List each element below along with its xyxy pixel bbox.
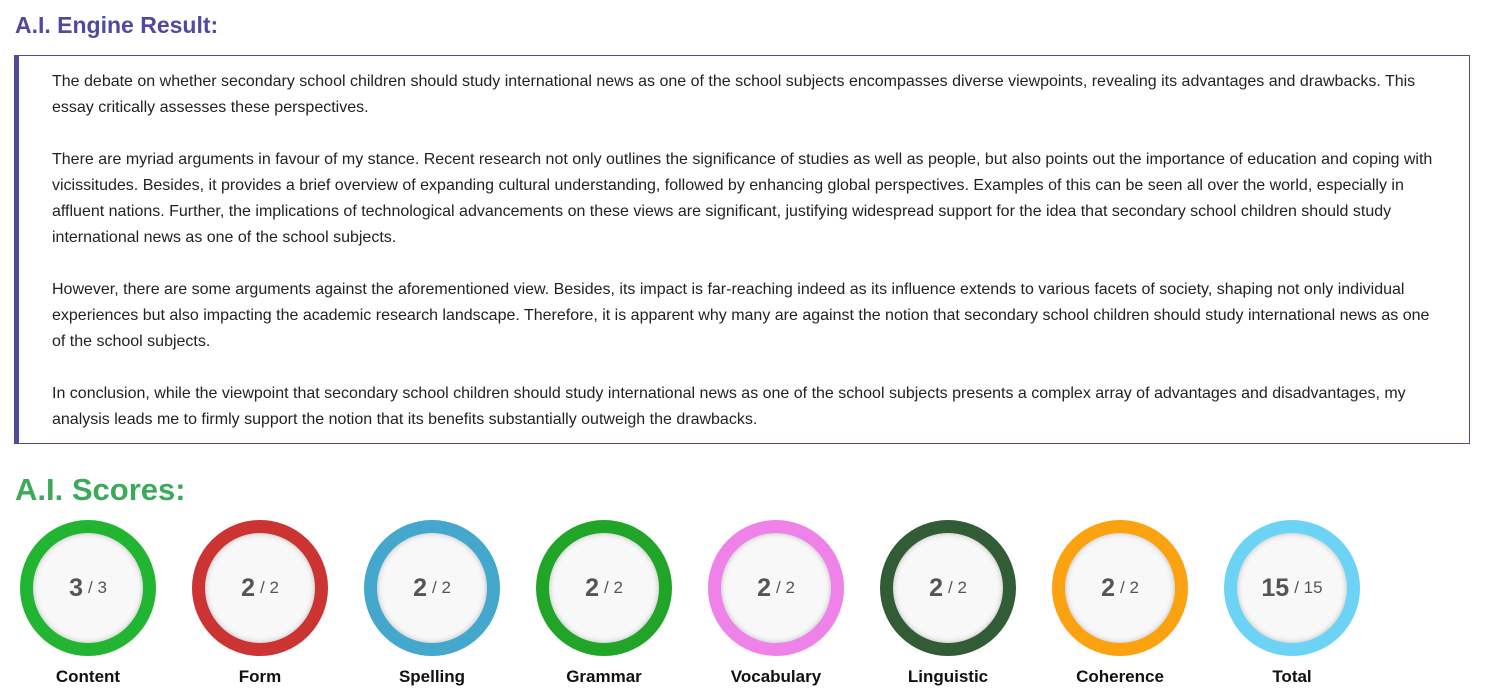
- score-item: 2/ 2 Spelling: [364, 520, 500, 687]
- score-ring: 15/ 15: [1224, 520, 1360, 656]
- essay-paragraph: The debate on whether secondary school c…: [52, 73, 1416, 116]
- score-max-value: 2: [441, 578, 451, 597]
- score-label: Coherence: [1076, 667, 1164, 686]
- score-value: 2: [413, 573, 427, 602]
- score-item: 2/ 2 Linguistic: [880, 520, 1016, 687]
- score-value: 2: [929, 573, 943, 602]
- score-max: / 2: [604, 578, 623, 598]
- score-separator: /: [1294, 578, 1299, 597]
- essay-paragraph: In conclusion, while the viewpoint that …: [52, 385, 1406, 428]
- score-max: / 2: [432, 578, 451, 598]
- score-ring: 2/ 2: [708, 520, 844, 656]
- score-label: Spelling: [398, 667, 466, 686]
- score-separator: /: [259, 578, 265, 597]
- score-value: 2: [585, 573, 599, 602]
- score-max: / 2: [1120, 578, 1139, 598]
- score-label: Grammar: [566, 667, 642, 686]
- score-separator: /: [1119, 578, 1125, 597]
- score-max: / 2: [948, 578, 967, 598]
- score-separator: /: [947, 578, 953, 597]
- score-max: / 2: [776, 578, 795, 598]
- score-ring: 2/ 2: [1052, 520, 1188, 656]
- score-max-value: 3: [97, 578, 107, 597]
- score-separator: /: [431, 578, 437, 597]
- essay-paragraph: However, there are some arguments agains…: [52, 281, 1430, 350]
- score-ring: 2/ 2: [536, 520, 672, 656]
- score-value: 15: [1261, 573, 1290, 602]
- score-max-value: 2: [785, 578, 795, 597]
- score-separator: /: [603, 578, 609, 597]
- engine-title: A.I. Engine Result:: [15, 12, 219, 38]
- score-item: 3/ 3 Content: [20, 520, 156, 687]
- score-ring: 2/ 2: [192, 520, 328, 656]
- score-separator: /: [87, 578, 93, 597]
- score-ring: 3/ 3: [20, 520, 156, 656]
- scores-title: A.I. Scores:: [15, 472, 186, 507]
- score-separator: /: [775, 578, 781, 597]
- score-max-value: 2: [957, 578, 967, 597]
- score-label: Content: [55, 667, 121, 686]
- score-value: 3: [69, 573, 83, 602]
- score-value: 2: [1101, 573, 1115, 602]
- score-ring: 2/ 2: [880, 520, 1016, 656]
- score-max: / 3: [88, 578, 107, 598]
- score-label: Linguistic: [907, 667, 989, 686]
- score-max-value: 2: [1129, 578, 1139, 597]
- score-label: Total: [1272, 667, 1312, 686]
- score-label: Form: [238, 667, 282, 686]
- score-item: 2/ 2 Coherence: [1052, 520, 1188, 687]
- score-max-value: 2: [269, 578, 279, 597]
- score-item: 15/ 15 Total: [1224, 520, 1360, 687]
- score-item: 2/ 2 Vocabulary: [708, 520, 844, 687]
- essay-paragraph: There are myriad arguments in favour of …: [52, 151, 1433, 246]
- score-max: / 2: [260, 578, 279, 598]
- score-max: / 15: [1294, 578, 1322, 598]
- score-value: 2: [241, 573, 255, 602]
- score-item: 2/ 2 Form: [192, 520, 328, 687]
- score-item: 2/ 2 Grammar: [536, 520, 672, 687]
- score-max-value: 2: [613, 578, 623, 597]
- score-max-value: 15: [1303, 578, 1323, 597]
- score-value: 2: [757, 573, 771, 602]
- essay-box: The debate on whether secondary school c…: [14, 55, 1470, 444]
- score-ring: 2/ 2: [364, 520, 500, 656]
- score-label: Vocabulary: [730, 667, 822, 686]
